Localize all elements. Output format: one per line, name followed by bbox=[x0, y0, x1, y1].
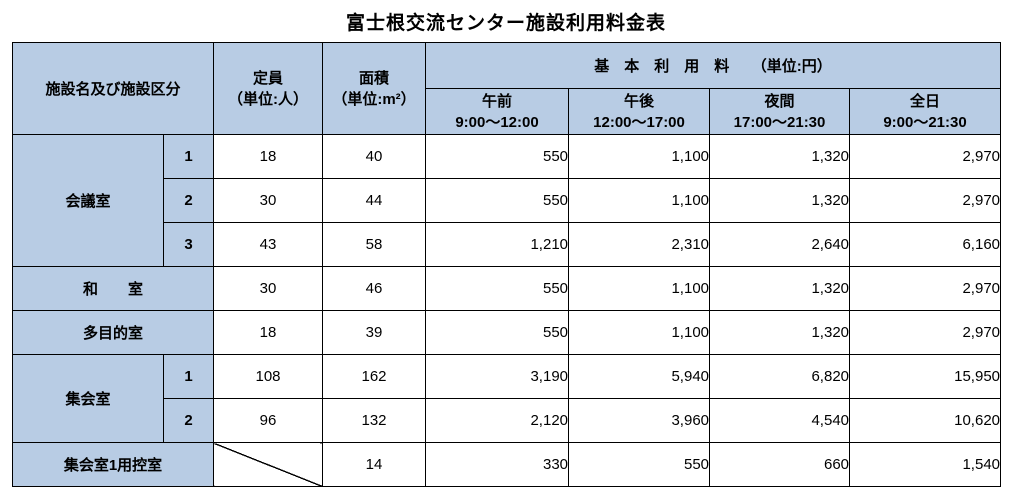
cell-capacity: 108 bbox=[213, 354, 324, 399]
cell-area: 40 bbox=[322, 134, 427, 179]
cell-fee-allday: 6,160 bbox=[849, 222, 1002, 267]
cell-fee-evening: 1,320 bbox=[709, 266, 851, 311]
header-area-unit: （単位:m²） bbox=[332, 90, 416, 108]
cell-fee-allday: 2,970 bbox=[849, 134, 1002, 179]
cell-fee-evening: 2,640 bbox=[709, 222, 851, 267]
cell-fee-afternoon: 5,940 bbox=[568, 354, 711, 399]
diagonal-slash-cell bbox=[213, 442, 324, 487]
cell-fee-afternoon: 1,100 bbox=[568, 178, 711, 223]
cell-room-name: 集会室1用控室 bbox=[11, 442, 215, 487]
header-capacity-unit: （単位:人） bbox=[228, 90, 309, 108]
slot-label: 夜間 bbox=[764, 92, 795, 110]
cell-fee-evening: 6,820 bbox=[709, 354, 851, 399]
cell-room-no: 3 bbox=[162, 222, 215, 267]
cell-fee-morning: 3,190 bbox=[425, 354, 570, 399]
cell-fee-morning: 550 bbox=[425, 266, 570, 311]
slot-label: 全日 bbox=[910, 92, 941, 110]
cell-room-name: 和 室 bbox=[11, 266, 215, 311]
cell-fee-evening: 4,540 bbox=[709, 398, 851, 443]
cell-area: 14 bbox=[322, 442, 427, 487]
cell-capacity: 96 bbox=[213, 398, 324, 443]
slot-label: 午後 bbox=[624, 92, 655, 110]
page-title: 富士根交流センター施設利用料金表 bbox=[345, 13, 666, 34]
cell-group-name: 会議室 bbox=[12, 134, 164, 267]
cell-room-no: 1 bbox=[162, 354, 215, 399]
cell-fee-afternoon: 1,100 bbox=[568, 266, 711, 311]
table-row: 会議室 1 18 40 550 1,100 1,320 2,970 bbox=[12, 134, 1002, 267]
header-slot-allday: 全日 9:00～21:30 bbox=[849, 88, 1002, 135]
table-row: 多目的室 18 39 550 1,100 1,320 2,970 bbox=[11, 310, 1002, 355]
cell-room-no: 2 bbox=[162, 398, 215, 443]
header-fee-group: 基 本 利 用 料 （単位:円） bbox=[425, 42, 1002, 89]
cell-fee-evening: 1,320 bbox=[709, 310, 851, 355]
header-row-2: 午前 9:00～12:00 午後 12:00～17:00 夜間 17:00～21… bbox=[13, 88, 1002, 135]
slot-range: 17:00～21:30 bbox=[733, 113, 826, 131]
cell-fee-afternoon: 2,310 bbox=[568, 222, 711, 267]
header-area-label: 面積 bbox=[359, 69, 390, 87]
cell-capacity: 18 bbox=[213, 310, 324, 355]
fee-table: 施設名及び施設区分 定員 （単位:人） 面積 （単位:m²） 基 本 利 用 料… bbox=[11, 42, 1002, 487]
cell-fee-morning: 330 bbox=[425, 442, 570, 487]
slot-range: 9:00～21:30 bbox=[883, 113, 967, 131]
cell-capacity: 30 bbox=[213, 266, 324, 311]
table-row: 集会室 1 108 162 3,190 5,940 6,820 15,950 bbox=[12, 354, 1002, 443]
cell-group-name: 集会室 bbox=[12, 354, 164, 443]
cell-area: 46 bbox=[322, 266, 427, 311]
cell-capacity: 18 bbox=[213, 134, 324, 179]
header-slot-morning: 午前 9:00～12:00 bbox=[425, 88, 570, 135]
cell-fee-allday: 1,540 bbox=[849, 442, 1002, 487]
cell-room-no: 1 bbox=[162, 134, 215, 179]
table-row: 集会室1用控室 14 330 550 660 1,540 bbox=[11, 442, 1002, 487]
cell-area: 132 bbox=[322, 398, 427, 443]
slot-label: 午前 bbox=[482, 92, 513, 110]
cell-fee-afternoon: 1,100 bbox=[568, 134, 711, 179]
cell-room-name: 多目的室 bbox=[11, 310, 215, 355]
table-row: 2 30 44 550 1,100 1,320 2,970 bbox=[13, 178, 1002, 223]
cell-fee-evening: 1,320 bbox=[709, 134, 851, 179]
cell-fee-afternoon: 3,960 bbox=[568, 398, 711, 443]
cell-capacity: 30 bbox=[213, 178, 324, 223]
cell-fee-allday: 10,620 bbox=[849, 398, 1002, 443]
cell-fee-allday: 2,970 bbox=[849, 266, 1002, 311]
header-capacity: 定員 （単位:人） bbox=[213, 42, 324, 135]
slot-range: 12:00～17:00 bbox=[593, 113, 685, 131]
cell-fee-morning: 2,120 bbox=[425, 398, 570, 443]
cell-fee-morning: 550 bbox=[425, 134, 570, 179]
cell-fee-evening: 1,320 bbox=[709, 178, 851, 223]
cell-fee-allday: 15,950 bbox=[849, 354, 1002, 399]
header-row-1: 施設名及び施設区分 定員 （単位:人） 面積 （単位:m²） 基 本 利 用 料… bbox=[11, 42, 1002, 135]
cell-fee-afternoon: 1,100 bbox=[568, 310, 711, 355]
cell-fee-morning: 550 bbox=[425, 310, 570, 355]
header-capacity-label: 定員 bbox=[253, 69, 284, 87]
cell-capacity: 43 bbox=[213, 222, 324, 267]
cell-area: 39 bbox=[322, 310, 427, 355]
cell-room-no: 2 bbox=[162, 178, 215, 223]
cell-area: 58 bbox=[322, 222, 427, 267]
cell-fee-evening: 660 bbox=[709, 442, 851, 487]
header-slot-afternoon: 午後 12:00～17:00 bbox=[568, 88, 711, 135]
header-area: 面積 （単位:m²） bbox=[322, 42, 427, 135]
table-row: 2 96 132 2,120 3,960 4,540 10,620 bbox=[13, 398, 1002, 443]
header-slot-evening: 夜間 17:00～21:30 bbox=[709, 88, 851, 135]
cell-fee-morning: 550 bbox=[425, 178, 570, 223]
cell-area: 44 bbox=[322, 178, 427, 223]
cell-fee-allday: 2,970 bbox=[849, 310, 1002, 355]
table-row: 和 室 30 46 550 1,100 1,320 2,970 bbox=[11, 266, 1002, 311]
cell-fee-allday: 2,970 bbox=[849, 178, 1002, 223]
slot-range: 9:00～12:00 bbox=[455, 113, 539, 131]
cell-area: 162 bbox=[322, 354, 427, 399]
cell-fee-afternoon: 550 bbox=[568, 442, 711, 487]
cell-fee-morning: 1,210 bbox=[425, 222, 570, 267]
header-facility: 施設名及び施設区分 bbox=[11, 42, 215, 135]
